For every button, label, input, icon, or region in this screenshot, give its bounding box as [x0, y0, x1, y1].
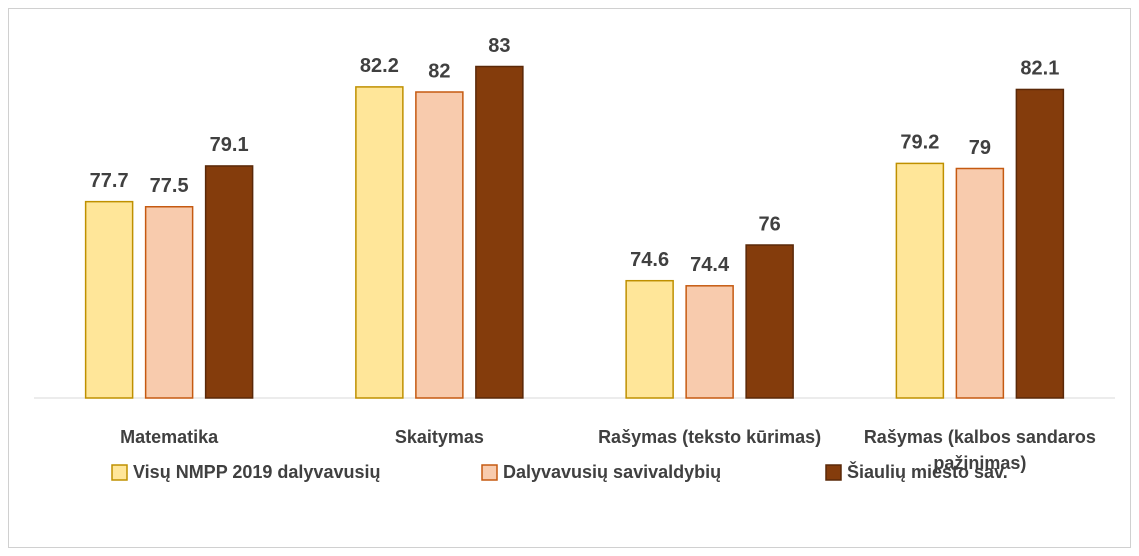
x-tick-label: Skaitymas [394, 427, 484, 447]
bar [625, 279, 674, 399]
bar [745, 244, 794, 399]
data-label: 74.6 [630, 249, 669, 271]
legend-label: Dalyvavusių savivaldybių [503, 462, 721, 482]
bar [475, 65, 524, 399]
bar [144, 206, 194, 399]
data-label: 79.1 [210, 134, 249, 156]
legend-label: Šiaulių miesto sav. [847, 461, 1008, 482]
legend-swatch [111, 464, 128, 481]
data-label: 74.4 [690, 254, 730, 276]
legend-label: Visų NMPP 2019 dalyvavusių [133, 462, 380, 482]
x-tick-label: Rašymas (kalbos sandaros pažinimas) [863, 427, 1096, 473]
bar [955, 167, 1005, 399]
bar [84, 200, 134, 399]
data-label: 77.5 [150, 175, 189, 197]
bar [1015, 88, 1065, 399]
data-label: 82.2 [360, 55, 399, 77]
data-label: 79 [969, 137, 991, 159]
data-label: 79.2 [900, 132, 939, 154]
bar [685, 285, 734, 399]
legend-swatch [481, 464, 498, 481]
data-label: 82 [428, 60, 450, 82]
x-tick-label: Matematika [120, 427, 219, 447]
data-label: 76 [759, 213, 781, 235]
bar [204, 165, 254, 399]
data-label: 77.7 [90, 170, 129, 192]
bar [895, 162, 945, 399]
x-tick-label: Rašymas (teksto kūrimas) [598, 427, 822, 447]
data-label: 82.1 [1020, 58, 1059, 80]
data-label: 83 [488, 35, 510, 57]
legend-swatch [825, 464, 842, 481]
bar [355, 86, 404, 399]
bar [415, 91, 464, 399]
